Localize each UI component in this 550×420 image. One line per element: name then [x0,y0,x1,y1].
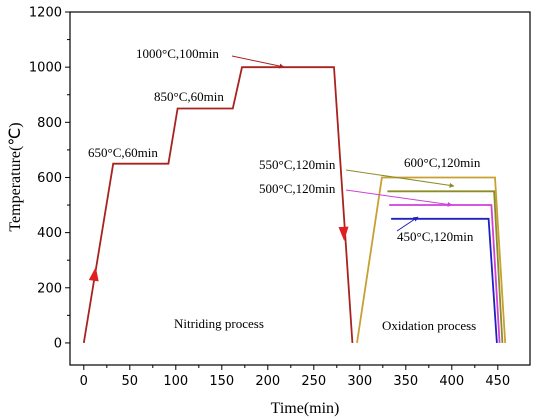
x-tick-label: 400 [439,374,464,389]
axes: 0 50 100 150 200 250 300 350 400 450 0 200 400 600 800… [29,6,531,389]
y-tick-label: 600 [37,171,62,186]
x-tick-label: 100 [163,374,188,389]
x-tick-label: 450 [485,374,510,389]
direction-arrows [88,226,349,282]
y-tick-label: 1200 [29,6,62,21]
annotation-1000c: 1000°C,100min [136,46,219,61]
series-line-0 [82,66,354,344]
x-tick-label: 200 [255,374,280,389]
annotation-450c: 450°C,120min [397,229,474,244]
series-group [82,66,507,344]
x-tick-label: 250 [301,374,326,389]
pointer-arrow-500c [345,189,453,207]
series-line-1 [356,176,507,344]
x-tick-label: 150 [209,374,234,389]
oxidation-process-label: Oxidation process [382,318,476,333]
pointer-arrow-1000c [231,55,285,69]
series-line-3 [389,204,501,343]
x-tick-label: 350 [393,374,418,389]
annotation-850c: 850°C,60min [154,89,224,104]
series-line-2 [387,190,504,343]
y-tick-label: 0 [54,336,62,351]
y-axis-title: Temperature(℃) [7,122,24,231]
series-line-4 [391,217,498,343]
y-tick-label: 200 [37,281,62,296]
nitriding-process-label: Nitriding process [174,316,264,331]
x-tick-label: 300 [347,374,372,389]
x-tick-label: 50 [122,374,139,389]
cooling-arrow [338,226,349,241]
x-axis-title: Time(min) [271,400,340,417]
annotation-600c: 600°C,120min [404,155,481,170]
y-tick-label: 800 [37,116,62,131]
annotation-550c: 550°C,120min [259,157,336,172]
heating-arrow [88,266,99,282]
x-tick-label: 0 [80,374,88,389]
y-tick-label: 400 [37,226,62,241]
y-tick-label: 1000 [29,61,62,76]
plot-frame [69,11,531,366]
pointer-arrow-450c [396,216,419,232]
annotation-650c: 650°C,60min [88,145,158,160]
pointer-arrow-550c [345,169,455,188]
annotation-500c: 500°C,120min [259,181,336,196]
